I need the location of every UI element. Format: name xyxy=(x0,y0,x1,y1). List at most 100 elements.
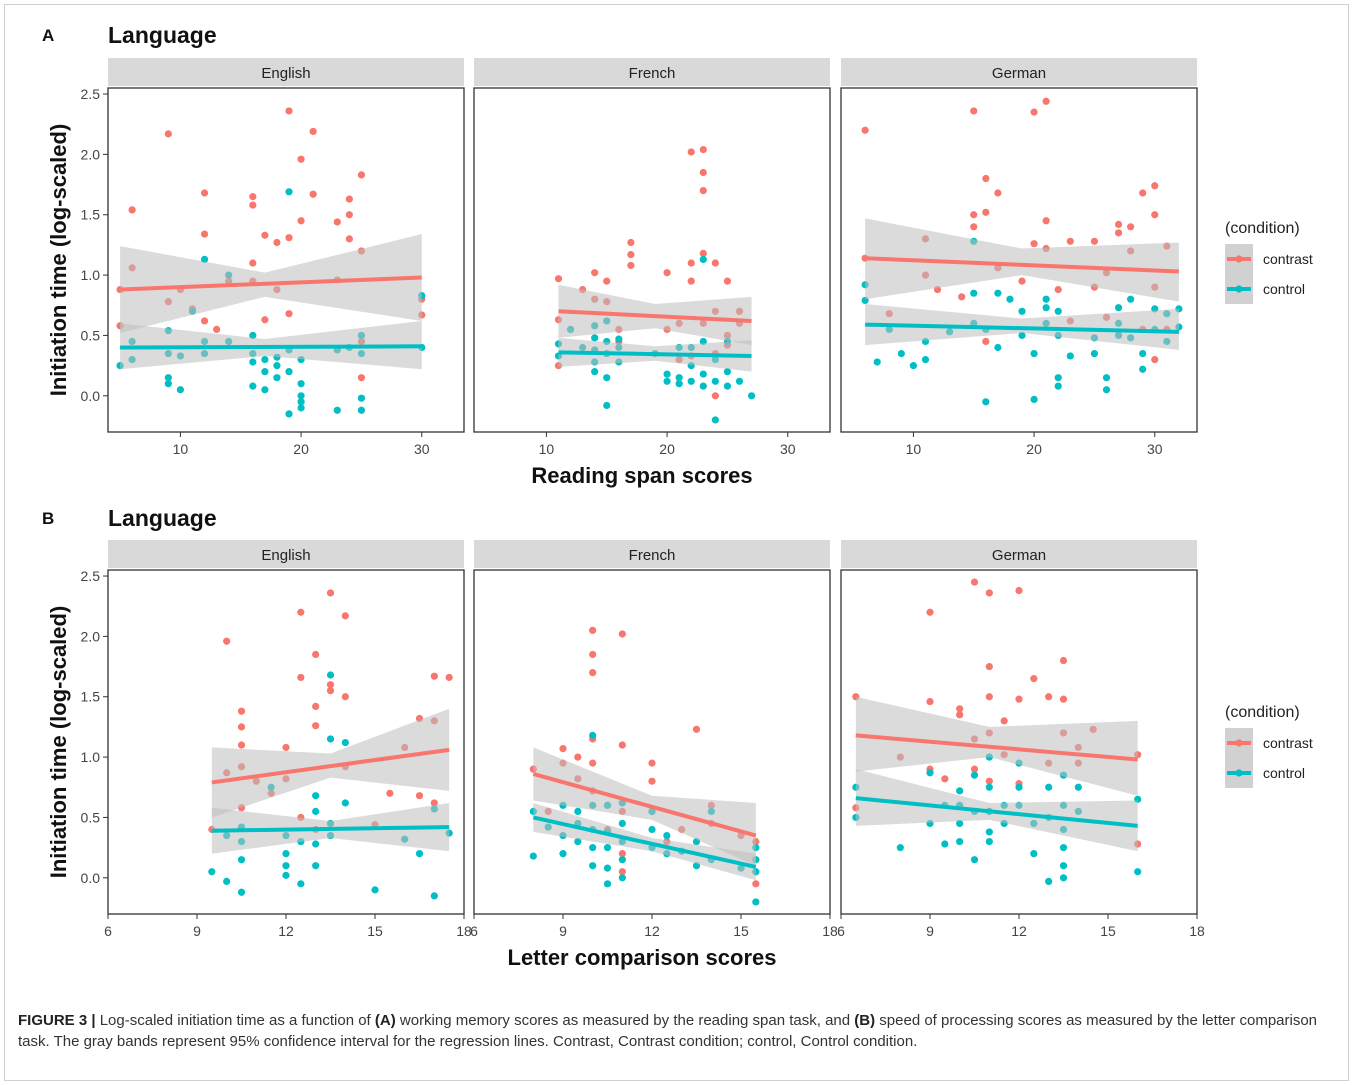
contrast-point xyxy=(1090,237,1099,245)
contrast-point xyxy=(445,673,453,682)
contrast-point xyxy=(618,868,626,876)
contrast-point xyxy=(237,707,246,715)
control-point xyxy=(699,382,707,390)
caption-text-3: speed of processing scores as measured b… xyxy=(18,1012,1318,1050)
control-point xyxy=(926,769,934,777)
x-tick-label: 20 xyxy=(1026,441,1042,457)
control-point xyxy=(1139,349,1147,358)
facet-strip xyxy=(841,540,1197,568)
facet-french: French 6 9 12 15 18 xyxy=(470,540,838,939)
facet-strip xyxy=(841,58,1197,86)
control-point xyxy=(282,862,290,870)
x-axis-label: Reading span scores xyxy=(531,463,752,488)
x-tick-label: 30 xyxy=(1147,441,1163,457)
contrast-point xyxy=(297,673,305,682)
control-point xyxy=(237,856,246,864)
contrast-point xyxy=(249,259,257,267)
control-point xyxy=(1059,874,1068,882)
control-point xyxy=(985,837,993,846)
control-point xyxy=(591,368,599,376)
facet-strip xyxy=(474,540,830,568)
contrast-point xyxy=(970,578,979,586)
contrast-point xyxy=(309,127,317,136)
contrast-point xyxy=(956,711,964,719)
control-point xyxy=(1030,349,1038,358)
control-point xyxy=(297,880,305,888)
contrast-point xyxy=(341,693,349,701)
control-point xyxy=(723,382,732,390)
contrast-confidence-band xyxy=(211,708,450,818)
contrast-point xyxy=(648,777,656,785)
control-point xyxy=(1006,295,1014,303)
contrast-point xyxy=(345,235,353,243)
control-point xyxy=(618,874,626,882)
y-tick-label: 1.5 xyxy=(81,689,101,705)
x-tick-label: 20 xyxy=(659,441,675,457)
caption-text-1: Log-scaled initiation time as a function… xyxy=(99,1012,371,1029)
control-point xyxy=(896,844,904,852)
contrast-point xyxy=(1139,189,1147,197)
control-point xyxy=(357,406,366,414)
contrast-point xyxy=(559,745,567,753)
contrast-point xyxy=(345,211,353,219)
control-point xyxy=(297,380,305,388)
contrast-point xyxy=(589,759,597,767)
x-tick-label: 9 xyxy=(926,923,934,939)
control-point xyxy=(430,892,438,900)
control-point xyxy=(1054,382,1062,390)
control-point xyxy=(711,377,719,385)
control-point xyxy=(589,844,597,852)
control-point xyxy=(723,368,732,376)
control-point xyxy=(326,735,335,743)
control-point xyxy=(752,898,760,906)
contrast-point xyxy=(648,759,656,767)
contrast-point xyxy=(699,249,707,257)
contrast-point xyxy=(591,269,599,277)
control-point xyxy=(648,825,656,834)
control-point xyxy=(897,349,905,358)
control-point xyxy=(970,771,979,779)
facet-strip-label: French xyxy=(629,65,676,82)
control-point xyxy=(747,392,756,400)
control-point xyxy=(603,401,611,410)
legend-key-point xyxy=(1235,769,1243,777)
x-tick-label: 12 xyxy=(644,923,660,939)
control-point xyxy=(699,255,707,263)
contrast-point xyxy=(1114,229,1123,237)
control-point xyxy=(297,404,305,412)
contrast-point xyxy=(1054,285,1062,294)
contrast-point xyxy=(970,765,979,773)
control-point xyxy=(663,831,671,840)
panel-a: A Language Initiation time (log-scaled) 0.0… xyxy=(42,22,1313,488)
contrast-regression-line xyxy=(865,256,1179,274)
x-tick-label: 18 xyxy=(1189,923,1205,939)
control-regression-line xyxy=(120,344,422,350)
control-point xyxy=(164,380,172,388)
contrast-regression-line xyxy=(855,733,1138,762)
contrast-point xyxy=(1030,240,1038,248)
control-point xyxy=(618,856,626,864)
contrast-point xyxy=(1018,277,1026,285)
control-point xyxy=(982,398,990,406)
contrast-point xyxy=(627,261,635,270)
control-point xyxy=(282,850,290,858)
facet-border xyxy=(473,87,831,433)
x-tick-label: 15 xyxy=(733,923,749,939)
x-tick-label: 30 xyxy=(780,441,796,457)
control-point xyxy=(261,368,269,376)
control-point xyxy=(735,377,744,385)
x-tick-label: 9 xyxy=(193,923,201,939)
control-point xyxy=(663,370,671,378)
caption-ref-b: (B) xyxy=(854,1012,876,1029)
control-point xyxy=(208,868,216,876)
control-point xyxy=(618,819,626,828)
control-point xyxy=(559,850,567,858)
contrast-point xyxy=(589,650,597,659)
control-point xyxy=(1074,783,1082,791)
control-point xyxy=(415,850,424,858)
facet-strip xyxy=(108,540,464,568)
y-tick-label: 2.0 xyxy=(81,628,101,644)
control-point xyxy=(921,355,930,364)
contrast-point xyxy=(430,799,438,807)
control-point xyxy=(312,792,320,800)
